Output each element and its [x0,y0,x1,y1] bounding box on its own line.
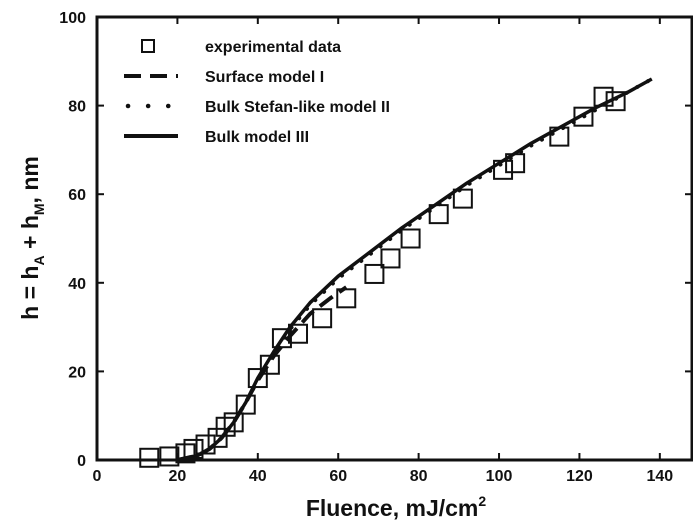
data-point [593,86,614,107]
x-tick-label: 80 [410,468,428,485]
y-tick-label: 60 [68,187,86,204]
series-line-dotted [175,77,654,462]
data-point [139,447,160,468]
data-point [549,126,570,147]
y-tick-label: 80 [68,99,86,116]
data-point [259,354,280,375]
data-point [400,228,421,249]
x-tick-label: 20 [169,468,187,485]
data-point [380,248,401,269]
data-point [159,446,180,467]
y-tick-label: 100 [59,10,86,27]
legend-label-experimental: experimental data [205,39,341,56]
plot-frame [95,15,693,462]
data-point [312,308,333,329]
x-tick-label: 120 [566,468,593,485]
data-point [288,323,309,344]
x-tick-label: 0 [93,468,102,485]
legend-label-surface: Surface model I [205,69,324,86]
x-tick-label: 100 [486,468,513,485]
data-point [235,394,256,415]
x-tick-label: 60 [329,468,347,485]
data-point [573,106,594,127]
x-tick-label: 40 [249,468,267,485]
legend-label-stefan: Bulk Stefan-like model II [205,99,390,116]
data-point [452,188,473,209]
y-tick-label: 0 [77,453,86,470]
data-point [247,368,268,389]
series-markers [139,86,626,468]
x-tick-label: 140 [646,468,673,485]
data-point [493,159,514,180]
x-axis-label: Fluence, mJ/cm2 [306,493,487,521]
y-tick-label: 40 [68,276,86,293]
data-point [428,204,449,225]
data-point [336,288,357,309]
legend-marker-experimental [141,39,155,53]
data-point [195,434,216,455]
data-point [183,438,204,459]
legend: experimental data Surface model I Bulk S… [124,39,390,146]
data-point [223,412,244,433]
legend-label-bulk: Bulk model III [205,129,309,146]
y-axis-label: h = hA + hM, nm [17,156,47,320]
data-point [364,263,385,284]
data-point [271,328,292,349]
data-point [505,153,526,174]
y-tick-label: 20 [68,364,86,381]
data-point [605,91,626,112]
